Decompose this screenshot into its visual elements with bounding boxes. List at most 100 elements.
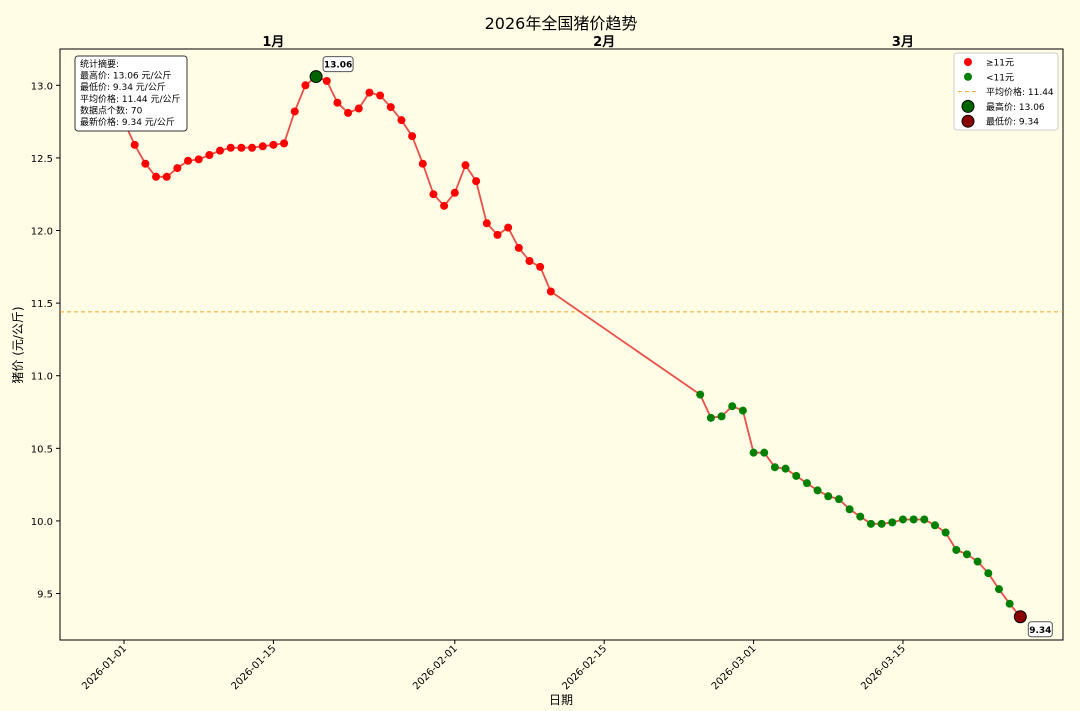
y-tick-label: 11.0 [31, 372, 53, 383]
extreme-markers: 13.06 9.34 [309, 56, 1053, 638]
data-point [973, 557, 982, 566]
summary-line: 最新价格: 9.34 元/公斤 [80, 116, 175, 128]
month-label: 1月 [262, 35, 284, 50]
min-label-box [1027, 621, 1053, 638]
y-tick-label: 11.5 [31, 299, 53, 310]
data-points [120, 72, 1025, 621]
data-point [813, 486, 822, 495]
y-tick-label: 12.0 [31, 227, 53, 238]
min-marker [1013, 610, 1027, 624]
data-point [237, 143, 246, 152]
y-axis: 9.5 10.0 10.5 11.0 11.5 12.0 12.5 13.0 [31, 81, 60, 601]
y-tick-label: 10.5 [31, 444, 53, 455]
y-tick-label: 9.5 [37, 590, 53, 601]
data-point [514, 243, 523, 252]
y-axis-label: 猪价 (元/公斤) [11, 306, 25, 383]
month-label: 2月 [593, 35, 615, 50]
y-tick-label: 13.0 [31, 81, 53, 92]
data-point [269, 140, 278, 149]
data-point [461, 161, 470, 170]
summary-line: 数据点个数: 70 [80, 104, 143, 116]
y-tick-label: 12.5 [31, 154, 53, 165]
summary-line: 统计摘要: [80, 58, 119, 70]
data-point [738, 406, 747, 415]
data-point [909, 515, 918, 524]
data-point [824, 492, 833, 501]
data-point [354, 104, 363, 113]
data-point [205, 151, 214, 160]
data-point [792, 471, 801, 480]
data-point [344, 108, 353, 117]
data-point [141, 159, 150, 168]
data-point [888, 518, 897, 527]
data-point [173, 164, 182, 173]
data-point [866, 519, 875, 528]
data-point [962, 550, 971, 559]
legend-above-swatch [964, 58, 972, 66]
data-point [941, 528, 950, 537]
data-point [493, 230, 502, 239]
legend-entry-label: ≥11元 [986, 59, 1014, 69]
month-labels: 1月 2月 3月 [262, 35, 914, 50]
data-point [397, 116, 406, 125]
data-point [930, 521, 939, 530]
data-point [418, 159, 427, 168]
y-tick-label: 10.0 [31, 517, 53, 528]
summary-line: 最高价: 13.06 元/公斤 [80, 70, 172, 82]
month-label: 3月 [892, 35, 914, 50]
data-point [898, 515, 907, 524]
summary-frame [74, 55, 188, 132]
data-point [429, 190, 438, 199]
data-point [920, 515, 929, 524]
data-point [280, 139, 289, 148]
data-point [504, 223, 513, 232]
summary-line: 最低价: 9.34 元/公斤 [80, 81, 166, 93]
data-point [333, 98, 342, 107]
max-marker [309, 70, 323, 84]
data-point [994, 585, 1003, 594]
data-point [834, 495, 843, 504]
data-point [440, 201, 449, 210]
data-point [717, 412, 726, 421]
min-label: 9.34 [1029, 626, 1051, 636]
data-point [226, 143, 235, 152]
data-point [162, 172, 171, 181]
data-point [536, 262, 545, 271]
data-point [472, 177, 481, 186]
data-point [696, 390, 705, 399]
data-point [290, 107, 299, 116]
legend-entry-label: 平均价格: 11.44 [986, 86, 1054, 98]
max-label: 13.06 [324, 61, 352, 71]
data-point [130, 140, 139, 149]
data-point [152, 172, 161, 181]
data-point [856, 512, 865, 521]
summary-line: 平均价格: 11.44 元/公斤 [80, 93, 181, 105]
data-point [184, 156, 193, 165]
data-point [194, 155, 203, 164]
legend-max-swatch [961, 99, 975, 113]
data-point [301, 81, 310, 90]
data-point [482, 219, 491, 228]
x-axis-label: 日期 [549, 693, 573, 707]
legend-entry-label: <11元 [986, 73, 1014, 83]
legend-frame [953, 52, 1059, 131]
data-point [450, 188, 459, 197]
data-point [386, 103, 395, 112]
max-label-box [322, 56, 354, 73]
data-point [877, 519, 886, 528]
data-point [408, 132, 417, 141]
data-point [525, 257, 534, 266]
data-point [365, 88, 374, 97]
data-point [546, 287, 555, 296]
data-point [781, 464, 790, 473]
data-point [258, 142, 267, 151]
chart-title: 2026年全国猪价趋势 [485, 14, 638, 33]
data-point [728, 402, 737, 411]
data-point [376, 91, 385, 100]
data-point [802, 479, 811, 488]
data-point [770, 463, 779, 472]
data-point [216, 146, 225, 155]
legend-below-swatch [964, 72, 972, 81]
